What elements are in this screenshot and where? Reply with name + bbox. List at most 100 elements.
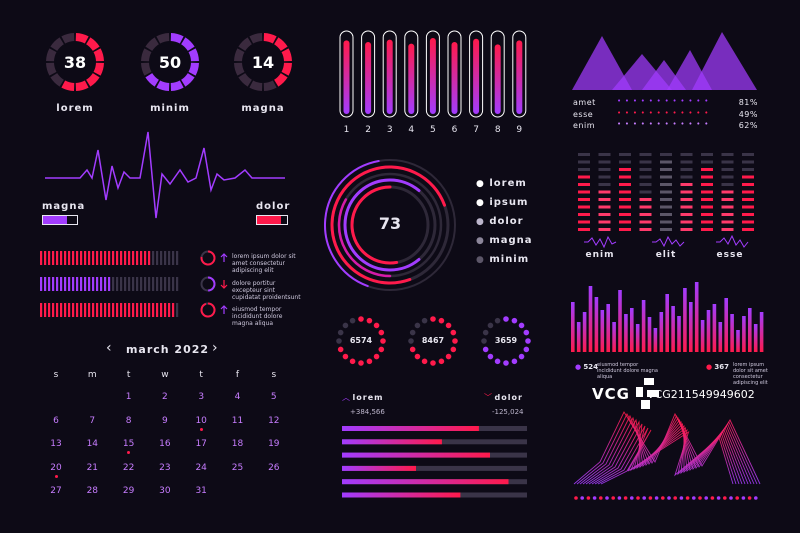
equalizer-cell xyxy=(598,160,611,164)
equalizer-cell xyxy=(742,205,754,209)
calendar-event-marker xyxy=(54,474,58,478)
progress-stripe xyxy=(72,277,75,291)
calendar-next-button[interactable]: › xyxy=(212,340,218,356)
equalizer-cell xyxy=(721,220,734,224)
gauge-segment xyxy=(188,62,199,76)
calendar-day[interactable]: 19 xyxy=(268,439,280,449)
progress-stripe xyxy=(128,251,131,265)
equalizer-cell xyxy=(660,160,672,164)
gauge-segment xyxy=(93,48,104,62)
purple-mountain-chart xyxy=(572,32,757,90)
progress-stripe xyxy=(108,251,111,265)
calendar-day[interactable]: 15 xyxy=(122,439,135,449)
calendar-day[interactable]: 8 xyxy=(125,415,132,426)
calendar-day[interactable]: 4 xyxy=(234,392,241,402)
calendar-day[interactable]: 23 xyxy=(159,462,171,473)
calendar-day[interactable]: 25 xyxy=(231,462,244,473)
legend-dot-icon: ● xyxy=(476,255,485,265)
calendar-day[interactable]: 21 xyxy=(86,462,99,473)
wave-left-meter-fill xyxy=(43,216,67,224)
neon-baseline-dot xyxy=(586,496,591,500)
progress-stripe xyxy=(64,303,67,317)
equalizer-cell xyxy=(701,183,713,186)
progress-stripe xyxy=(148,251,151,265)
vbar-outline xyxy=(447,30,462,118)
mountain-legend-label: enim xyxy=(573,121,596,130)
progress-stripe xyxy=(76,251,79,265)
progress-stripe xyxy=(76,303,79,317)
calendar-day[interactable]: 26 xyxy=(268,462,280,473)
dot-gauge-dot xyxy=(342,353,349,360)
progress-stripe xyxy=(144,303,147,317)
dot-gauge-dot xyxy=(421,358,428,365)
calendar-day[interactable]: 30 xyxy=(159,486,171,496)
progress-text-0: lorem ipsum dolor sit amet consectetur a… xyxy=(232,253,296,274)
calendar-day[interactable]: 31 xyxy=(195,486,207,496)
dot-gauge-dot xyxy=(373,353,380,360)
calendar-day[interactable]: 24 xyxy=(195,462,207,473)
gauge-segment xyxy=(50,37,65,52)
calendar-day[interactable]: 1 xyxy=(125,392,132,402)
calendar-prev-button[interactable]: ‹ xyxy=(106,340,112,356)
calendar-day[interactable]: 2 xyxy=(162,392,168,402)
watermark-logo: VCG xyxy=(592,378,661,410)
progress-stripe xyxy=(100,251,103,265)
progress-stripe xyxy=(160,251,163,265)
progress-stripe xyxy=(164,251,167,265)
neon-baseline-dot xyxy=(623,496,628,500)
calendar-day[interactable]: 7 xyxy=(89,415,96,426)
calendar-day[interactable]: 27 xyxy=(50,486,62,496)
gauge-segment xyxy=(273,72,288,87)
progress-stripe xyxy=(80,251,83,265)
dot-gauges xyxy=(336,316,531,366)
progress-stripe xyxy=(112,251,115,265)
spark-right-value: 367 xyxy=(714,363,729,371)
spark-bar xyxy=(718,322,723,352)
calendar-day[interactable]: 11 xyxy=(231,415,244,426)
progress-stripe xyxy=(56,303,59,317)
progress-stripe xyxy=(148,277,151,291)
spark-bar xyxy=(576,322,581,352)
dot-gauge-dot xyxy=(421,317,428,324)
gauge-value: 38 xyxy=(64,53,86,72)
progress-stripe xyxy=(124,303,127,317)
calendar-day[interactable]: 28 xyxy=(86,486,99,496)
neon-baseline-dot xyxy=(723,496,727,500)
ring-legend-label: lorem xyxy=(489,178,527,189)
mountain-legend-row: esse •••••••••••• 49% xyxy=(573,109,758,121)
equalizer-cell xyxy=(701,190,713,194)
calendar-day[interactable]: 13 xyxy=(50,439,62,449)
calendar-day[interactable]: 18 xyxy=(231,439,244,449)
calendar-day[interactable]: 14 xyxy=(86,439,99,449)
calendar-day[interactable]: 29 xyxy=(122,486,135,496)
calendar-day[interactable]: 5 xyxy=(270,392,277,402)
progress-stripe xyxy=(112,303,115,317)
dot-gauge-value-2: 3659 xyxy=(494,336,518,345)
calendar-day[interactable]: 9 xyxy=(162,415,168,426)
gauge-segment xyxy=(85,72,100,87)
gauge-segment xyxy=(281,48,292,62)
calendar-day[interactable]: 10 xyxy=(195,415,207,426)
dot-gauge-dot xyxy=(445,322,452,329)
neon-mountain-line xyxy=(600,429,734,485)
gauge-segment xyxy=(46,48,57,62)
calendar-day[interactable]: 6 xyxy=(53,415,59,426)
calendar-day[interactable]: 3 xyxy=(198,392,205,402)
progress-stripe xyxy=(64,251,67,265)
spark-bar xyxy=(712,304,717,352)
progress-stripe xyxy=(44,303,47,317)
calendar-day[interactable]: 20 xyxy=(50,462,62,473)
calendar-day[interactable]: 16 xyxy=(159,439,171,449)
calendar-day[interactable]: 17 xyxy=(195,439,207,449)
spark-bar xyxy=(748,308,752,352)
equalizer-cell xyxy=(598,205,611,209)
progress-stripe xyxy=(60,303,63,317)
neon-mountain-chart xyxy=(573,411,761,500)
calendar-day[interactable]: 12 xyxy=(268,415,280,426)
neon-baseline-dot xyxy=(704,496,708,500)
calendar-day[interactable]: 22 xyxy=(122,462,135,473)
gauge-segment xyxy=(50,72,65,87)
dot-gauge-dot xyxy=(445,353,452,360)
dot-gauge-dot xyxy=(511,358,518,365)
progress-stripe xyxy=(112,277,115,291)
